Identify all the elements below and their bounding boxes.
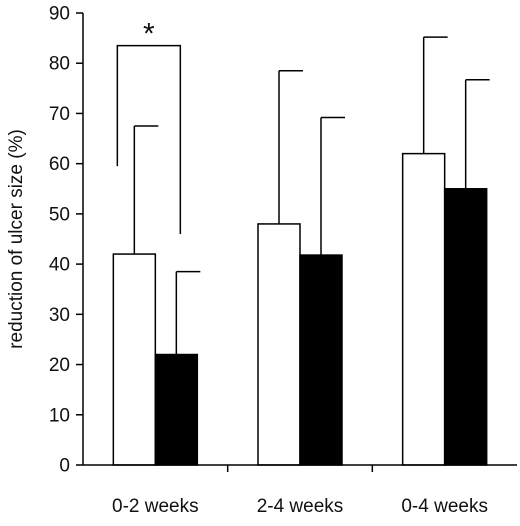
significance-bracket (116, 44, 182, 234)
bar (443, 188, 488, 466)
bar (112, 253, 157, 466)
y-tick-label: 50 (49, 204, 70, 225)
y-tick-label: 30 (49, 305, 70, 326)
y-tick-label: 90 (49, 4, 70, 25)
x-tick-label: 0-2 weeks (112, 496, 199, 517)
x-tick-label: 0-4 weeks (401, 496, 488, 517)
y-axis-title: reduction of ulcer size (%) (6, 129, 27, 349)
y-tick-label: 0 (59, 456, 70, 477)
y-tick-label: 10 (49, 405, 70, 426)
y-tick-label: 60 (49, 154, 70, 175)
error-bars (133, 36, 490, 355)
y-tick-label: 80 (49, 54, 70, 75)
bar (299, 254, 343, 466)
x-tick-label: 2-4 weeks (257, 496, 344, 517)
y-tick-label: 40 (49, 255, 70, 276)
significance-annotations: * (116, 18, 182, 234)
x-axis-ticks: 0-2 weeks 2-4 weeks 0-4 weeks (112, 465, 488, 517)
y-tick-label: 70 (49, 104, 70, 125)
bar (401, 152, 446, 466)
y-tick-label: 20 (49, 355, 70, 376)
bar (257, 223, 301, 466)
bars (112, 152, 488, 466)
bar (154, 353, 199, 466)
significance-star: * (143, 18, 155, 51)
y-axis-ticks: 0 10 20 30 40 50 60 70 80 90 (49, 4, 83, 477)
